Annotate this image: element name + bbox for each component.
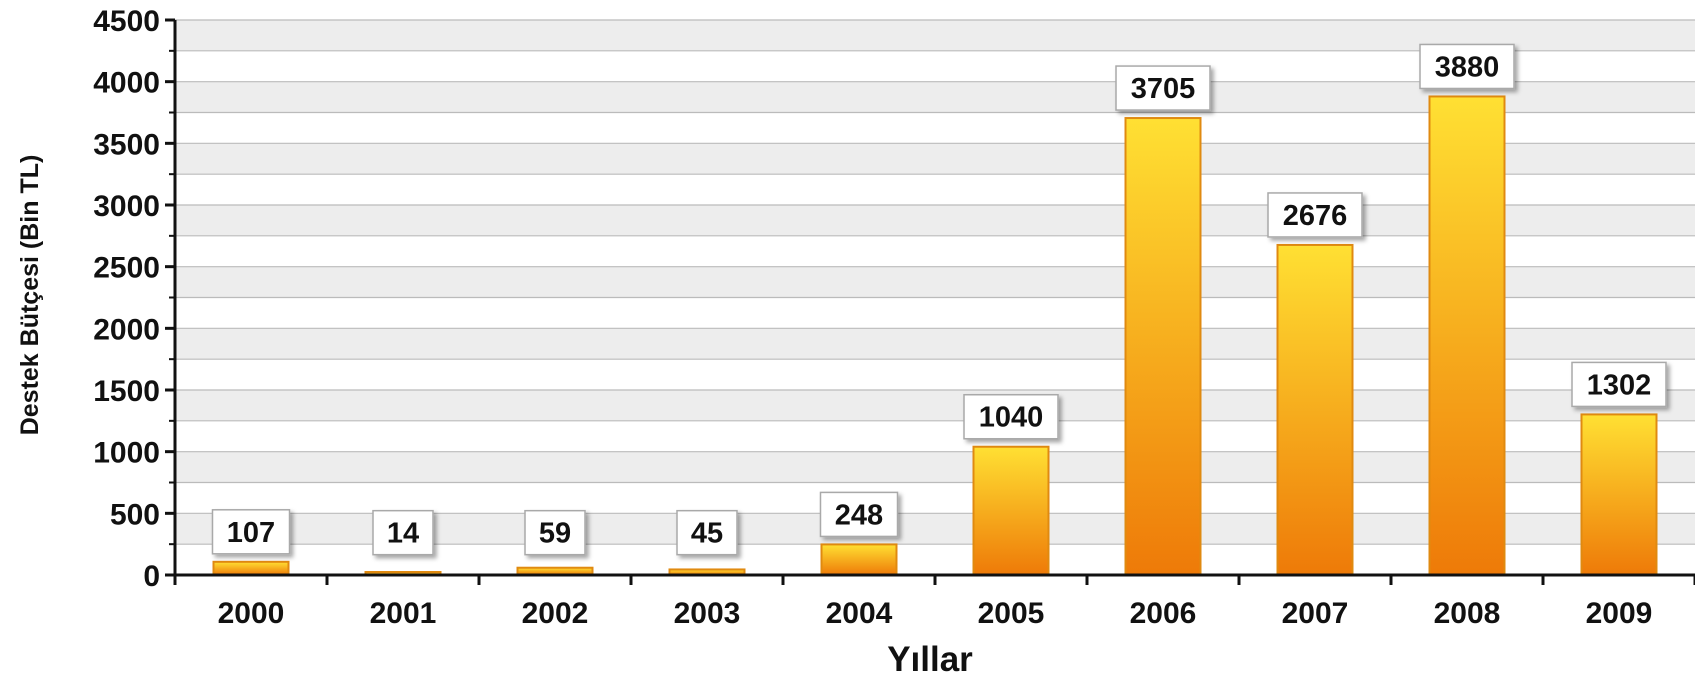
y-tick-label: 1000 — [93, 437, 160, 470]
data-label-2000: 107 — [227, 517, 275, 549]
y-tick-label: 3500 — [93, 128, 160, 161]
x-tick-label: 2001 — [370, 597, 437, 630]
data-label-2004: 248 — [835, 499, 883, 531]
bar-2008 — [1428, 95, 1506, 576]
bar-2007 — [1276, 243, 1354, 577]
bar-2009 — [1580, 413, 1658, 577]
data-label-box — [1419, 43, 1515, 90]
x-tick-label: 2007 — [1282, 597, 1349, 630]
data-label-box — [1267, 192, 1363, 238]
data-label-box — [963, 393, 1059, 440]
y-tick-label: 3000 — [93, 190, 160, 223]
data-label-box — [1571, 361, 1667, 408]
y-tick-label: 4000 — [93, 67, 160, 100]
y-tick-label: 2000 — [93, 313, 160, 346]
y-tick-label: 1500 — [93, 375, 160, 408]
data-label-2003: 45 — [691, 518, 723, 550]
data-label-2009: 1302 — [1587, 369, 1652, 401]
bar-2005 — [972, 445, 1050, 576]
x-tick-label: 2000 — [218, 597, 285, 630]
x-axis-tick-labels: 2000 2001 2002 2003 2004 2005 2006 2007 2008 2009 — [218, 597, 1653, 630]
data-label-2002: 59 — [539, 518, 571, 550]
bar-2000 — [212, 560, 290, 577]
x-tick-label: 2005 — [978, 597, 1045, 630]
y-tick-label: 4500 — [93, 5, 160, 38]
y-tick-label: 0 — [143, 560, 160, 593]
data-label-box — [1115, 65, 1211, 111]
x-axis-title: Yıllar — [887, 640, 973, 679]
data-label-box — [676, 509, 738, 556]
data-label-box — [524, 509, 586, 556]
data-label-2007: 2676 — [1283, 200, 1348, 232]
data-labels: 107 14 59 45 248 1040 3705 2676 3880 1302 — [211, 43, 1667, 556]
bar-2006 — [1124, 117, 1202, 577]
data-label-2001: 14 — [387, 518, 419, 550]
x-tick-label: 2009 — [1586, 597, 1653, 630]
y-tick-label: 2500 — [93, 252, 160, 285]
data-label-2008: 3880 — [1435, 51, 1500, 83]
data-label-2006: 3705 — [1131, 73, 1196, 105]
x-tick-label: 2003 — [674, 597, 741, 630]
x-tick-label: 2008 — [1434, 597, 1501, 630]
y-axis-tick-labels: 0 500 1000 1500 2000 2500 3000 3500 4000 4500 — [93, 5, 160, 593]
data-label-box — [819, 491, 899, 538]
bar-2004 — [820, 543, 898, 576]
x-tick-label: 2006 — [1130, 597, 1197, 630]
x-tick-label: 2002 — [522, 597, 589, 630]
bar-series — [212, 95, 1658, 577]
axes — [165, 18, 1695, 585]
y-tick-label: 500 — [110, 498, 160, 531]
data-label-box — [211, 509, 291, 555]
data-label-2005: 1040 — [979, 402, 1044, 434]
x-tick-label: 2004 — [826, 597, 893, 630]
data-label-box — [372, 509, 434, 556]
y-axis-title: Destek Bütçesi (Bin TL) — [16, 155, 44, 436]
